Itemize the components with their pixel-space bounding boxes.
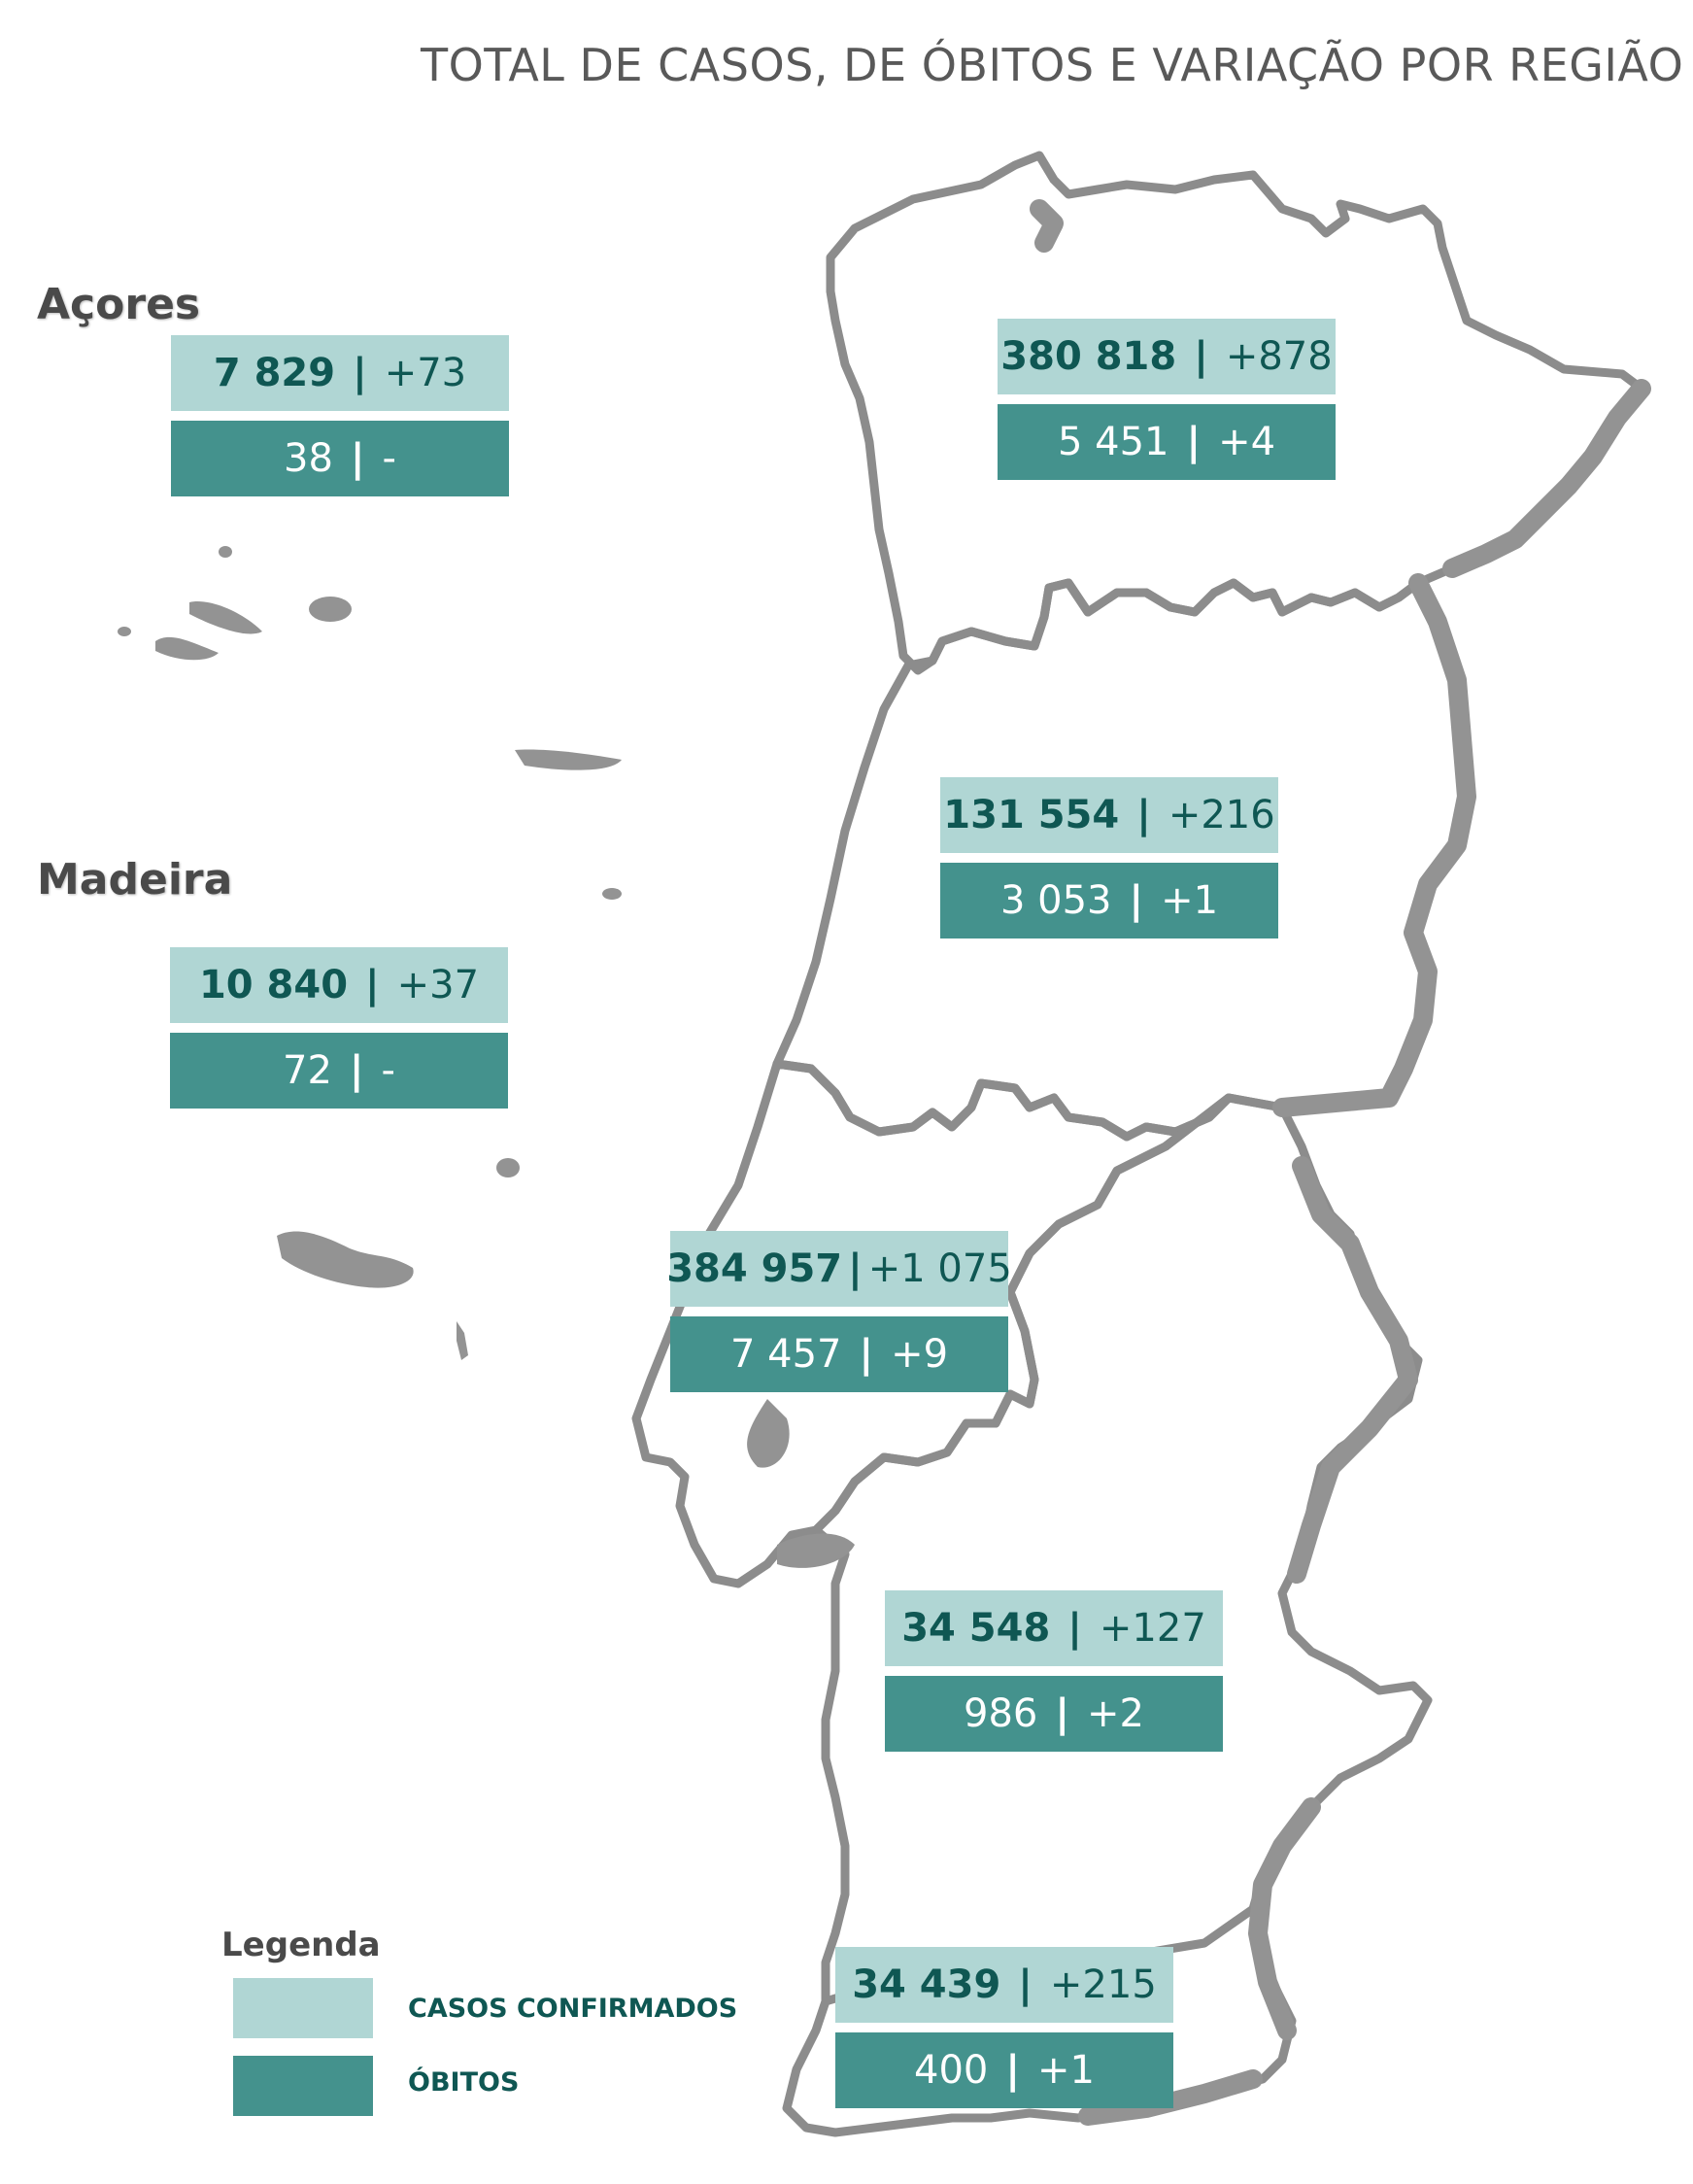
island-sao-miguel	[515, 749, 622, 770]
legend-label-deaths: ÓBITOS	[408, 2067, 520, 2098]
border-accent-northeast	[1442, 379, 1651, 578]
cases-row: 384 957 | +1 075	[666, 1231, 1012, 1307]
deaths-change: +1	[1037, 2048, 1095, 2093]
page-title: TOTAL DE CASOS, DE ÓBITOS E VARIAÇÃO POR…	[421, 39, 1684, 91]
separator: |	[365, 963, 380, 1007]
legend-title: Legenda	[221, 1926, 381, 1964]
deaths-total: 72	[283, 1048, 332, 1093]
deaths-total: 5 451	[1057, 420, 1169, 464]
deaths-change: +2	[1087, 1691, 1144, 1736]
region-box-lvt: 384 957 | +1 075 7 457 | +9	[666, 1231, 1012, 1392]
madeira-label: Madeira	[37, 855, 233, 904]
deaths-change: +4	[1218, 420, 1276, 464]
island-terceira	[309, 597, 352, 622]
deaths-row: 72 | -	[170, 1033, 508, 1109]
river-minho	[1030, 199, 1064, 253]
region-box-centro: 131 554 | +216 3 053 | +1	[940, 777, 1278, 938]
border-accent-southeast	[1287, 1156, 1418, 1584]
separator: |	[1194, 334, 1208, 379]
deaths-total: 38	[284, 436, 333, 481]
region-norte-outline	[826, 151, 1646, 675]
cases-total: 131 554	[943, 793, 1120, 837]
separator: |	[1005, 2048, 1020, 2093]
separator: |	[1129, 878, 1144, 923]
cases-total: 10 840	[198, 963, 349, 1007]
separator: |	[848, 1246, 863, 1291]
cases-row: 380 818 | +878	[998, 319, 1336, 394]
separator: |	[859, 1332, 874, 1377]
cases-row: 7 829 | +73	[171, 335, 509, 411]
separator: |	[1055, 1691, 1069, 1736]
deaths-row: 986 | +2	[885, 1676, 1223, 1752]
tejo-estuary	[747, 1399, 790, 1468]
island-porto-santo	[496, 1158, 520, 1177]
deaths-change: -	[381, 1048, 395, 1093]
cases-change: +216	[1168, 793, 1275, 837]
region-box-alentejo: 34 548 | +127 986 | +2	[885, 1590, 1223, 1752]
separator: |	[1018, 1962, 1033, 2007]
cases-change: +878	[1225, 334, 1333, 379]
cases-change: +1 075	[867, 1246, 1012, 1291]
deaths-change: +9	[891, 1332, 949, 1377]
island-graciosa	[118, 627, 131, 636]
deaths-change: +1	[1161, 878, 1219, 923]
cases-change: +37	[396, 963, 480, 1007]
deaths-row: 38 | -	[171, 421, 509, 496]
island-santa-maria	[602, 888, 622, 900]
separator: |	[349, 1048, 364, 1093]
deaths-row: 5 451 | +4	[998, 404, 1336, 480]
legend-label-cases: CASOS CONFIRMADOS	[408, 1994, 738, 2024]
cases-change: +215	[1049, 1962, 1157, 2007]
legend-swatch-deaths	[233, 2056, 373, 2116]
region-box-madeira: 10 840 | +37 72 | -	[170, 947, 508, 1109]
border-accent-guadiana	[1248, 1797, 1321, 2040]
island-desertas	[457, 1321, 468, 1360]
island-faial-pico	[155, 636, 219, 661]
separator: |	[1067, 1606, 1082, 1651]
legend-swatch-cases	[233, 1978, 373, 2038]
deaths-total: 7 457	[729, 1332, 842, 1377]
cases-row: 131 554 | +216	[940, 777, 1278, 853]
deaths-row: 3 053 | +1	[940, 863, 1278, 938]
cases-total: 380 818	[1000, 334, 1177, 379]
cases-total: 7 829	[213, 351, 336, 395]
border-accent-east	[1272, 573, 1476, 1117]
cases-total: 384 957	[666, 1246, 843, 1291]
deaths-row: 7 457 | +9	[670, 1316, 1008, 1392]
deaths-total: 3 053	[999, 878, 1112, 923]
region-box-algarve: 34 439 | +215 400 | +1	[835, 1947, 1173, 2108]
cases-row: 34 548 | +127	[885, 1590, 1223, 1666]
separator: |	[353, 351, 367, 395]
azores-label: Açores	[37, 280, 201, 329]
cases-change: +73	[384, 351, 467, 395]
cases-total: 34 548	[901, 1606, 1051, 1651]
separator: |	[1136, 793, 1151, 837]
region-box-norte: 380 818 | +878 5 451 | +4	[998, 319, 1336, 480]
separator: |	[350, 436, 365, 481]
deaths-change: -	[382, 436, 396, 481]
cases-total: 34 439	[852, 1962, 1001, 2007]
region-box-acores: 7 829 | +73 38 | -	[171, 335, 509, 496]
sado-estuary	[777, 1533, 855, 1568]
island-sao-jorge	[189, 601, 262, 634]
deaths-total: 400	[914, 2048, 989, 2093]
island-madeira	[277, 1231, 414, 1288]
cases-change: +127	[1099, 1606, 1206, 1651]
cases-row: 10 840 | +37	[170, 947, 508, 1023]
island-flores	[219, 546, 232, 558]
cases-row: 34 439 | +215	[835, 1947, 1173, 2023]
deaths-total: 986	[964, 1691, 1038, 1736]
deaths-row: 400 | +1	[835, 2032, 1173, 2108]
separator: |	[1186, 420, 1202, 464]
border-accent-algarve-coast	[1078, 2069, 1263, 2126]
